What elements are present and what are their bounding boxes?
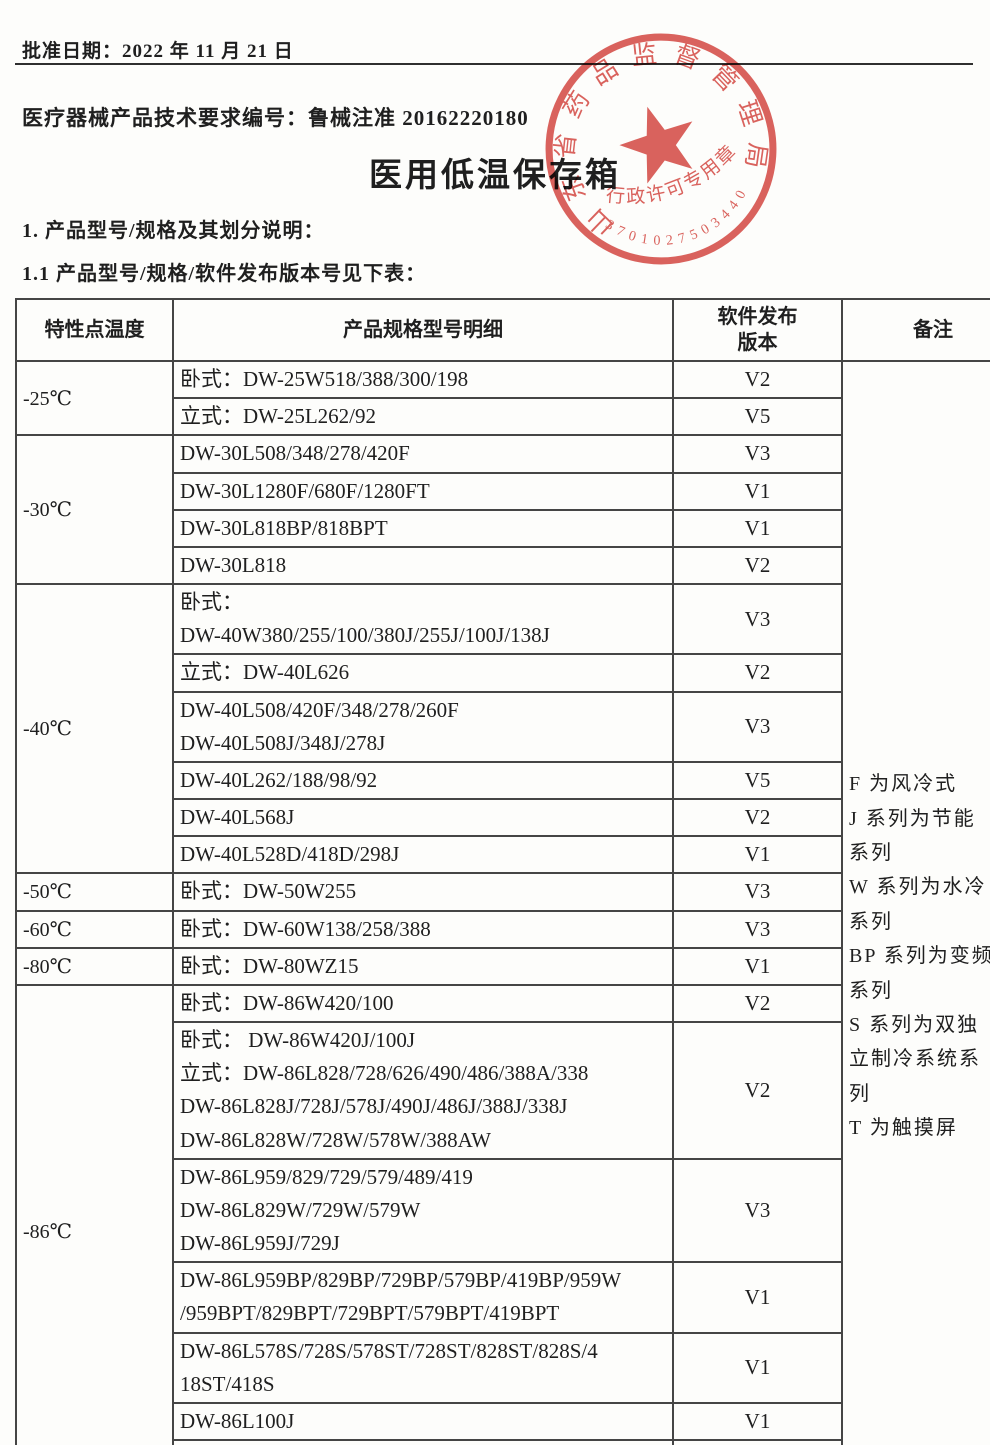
version-cell: V2 (672, 983, 843, 1024)
model-cell: DW-30L818BP/818BPT (172, 508, 674, 548)
version-cell: V2 (672, 798, 843, 838)
model-cell: DW-30L818 (172, 545, 674, 586)
model-cell: DW-86L578S/728S/578ST/728ST/828ST/828S/4… (172, 1331, 674, 1404)
table-row: DW-40L508/420F/348/278/260F DW-40L508J/3… (16, 690, 990, 763)
model-cell: 卧式：DW-25W518/388/300/198 (172, 359, 674, 400)
svg-text:山东省药品监督管理局: 山东省药品监督管理局 (540, 28, 782, 248)
table-row: -25℃ 卧式：DW-25W518/388/300/198 V2 F 为风冷式 … (15, 359, 990, 1445)
table-row: DW-86L578S/728S/578ST/728ST/828ST/828S/4… (16, 1331, 990, 1404)
version-cell: V2 (672, 1021, 843, 1160)
version-cell: V1 (672, 1401, 843, 1442)
version-cell: V3 (672, 583, 843, 656)
table-row: DW-30L818BP/818BPT V1 (16, 508, 990, 548)
table-row: 卧式： DW-86W420J/100J 立式：DW-86L828/728/626… (16, 1021, 990, 1160)
version-cell: V1 (672, 835, 843, 875)
version-cell: V1 (672, 471, 843, 511)
version-cell: V3 (672, 909, 843, 949)
table-row: DW-86L100J V1 (16, 1401, 990, 1442)
model-cell: 卧式： DW-86W420J/100J 立式：DW-86L828/728/626… (172, 1021, 674, 1160)
table-row: DW-40L528D/418D/298J V1 (16, 835, 990, 875)
version-cell: V1 (672, 1261, 843, 1334)
stamp-organization-text: 山东省药品监督管理局 (523, 11, 785, 248)
table-row: -40℃ 卧式： DW-40W380/255/100/380J/255J/100… (15, 583, 990, 875)
col-header-remark: 备注 (841, 298, 990, 362)
temp-cell: -50℃ (15, 872, 174, 912)
table-row: DW-86L959/829/729/579/489/419 DW-86L829W… (16, 1157, 990, 1264)
col-header-temp: 特性点温度 (15, 298, 174, 362)
model-cell: DW-86L100J (172, 1401, 674, 1442)
model-cell: 卧式：DW-50W255 (172, 872, 674, 912)
table-row: -80℃ 卧式：DW-80WZ15 V1 (15, 946, 990, 986)
model-cell: DW-86L51J (172, 1439, 674, 1445)
table-row: -60℃ 卧式：DW-60W138/258/388 V3 (15, 909, 990, 949)
version-cell: V3 (672, 690, 843, 763)
remark-cell: F 为风冷式 J 系列为节能 系列 W 系列为水冷 系列 BP 系列为变频 系列… (841, 360, 990, 1445)
version-cell: V2 (672, 545, 843, 586)
model-cell: DW-30L1280F/680F/1280FT (172, 471, 674, 511)
table-row: 立式：DW-25L262/92 V5 (16, 397, 990, 437)
table-row: -50℃ 卧式：DW-50W255 V3 (15, 872, 990, 912)
temp-cell: -60℃ (15, 909, 174, 949)
table-row: DW-30L1280F/680F/1280FT V1 (16, 471, 990, 511)
version-cell: V1 (672, 946, 843, 986)
table-row: -30℃ DW-30L508/348/278/420F V3 (15, 434, 990, 586)
model-cell: 卧式：DW-80WZ15 (172, 946, 674, 986)
version-cell: V1 (672, 508, 843, 548)
model-cell: 立式：DW-25L262/92 (172, 397, 674, 437)
temp-cell: -80℃ (15, 946, 174, 986)
version-cell: V3 (672, 1157, 843, 1264)
version-cell: V5 (672, 397, 843, 437)
model-cell: DW-40L262/188/98/92 (172, 760, 674, 801)
page-title: 医用低温保存箱 (369, 158, 621, 194)
temp-cell: -40℃ (15, 583, 174, 875)
table-row: DW-40L262/188/98/92 V5 (16, 760, 990, 801)
table-row: 立式：DW-40L626 V2 (16, 653, 990, 693)
section-1-heading: 1. 产品型号/规格及其划分说明： (22, 220, 325, 242)
version-cell: V1 (672, 1439, 843, 1445)
model-cell: 卧式： DW-40W380/255/100/380J/255J/100J/138… (172, 583, 674, 656)
header-divider (15, 63, 973, 65)
table-row: DW-30L818 V2 (16, 545, 990, 586)
model-cell: DW-86L959BP/829BP/729BP/579BP/419BP/959W… (172, 1261, 674, 1334)
version-cell: V2 (672, 653, 843, 693)
version-cell: V3 (672, 872, 843, 912)
table-row: -86℃ 卧式：DW-86W420/100 V2 (15, 983, 990, 1445)
version-cell: V1 (672, 1331, 843, 1404)
col-header-software-version: 软件发布 版本 (672, 298, 843, 362)
model-cell: 立式：DW-40L626 (172, 653, 674, 693)
version-cell: V3 (672, 434, 843, 474)
model-cell: 卧式：DW-86W420/100 (172, 983, 674, 1024)
model-cell: DW-40L528D/418D/298J (172, 835, 674, 875)
table-row: DW-40L568J V2 (16, 798, 990, 838)
model-cell: DW-86L959/829/729/579/489/419 DW-86L829W… (172, 1157, 674, 1264)
model-cell: DW-40L508/420F/348/278/260F DW-40L508J/3… (172, 690, 674, 763)
temp-cell: -86℃ (15, 983, 174, 1445)
col-header-model: 产品规格型号明细 (172, 298, 674, 362)
model-cell: DW-40L568J (172, 798, 674, 838)
section-1-1-heading: 1.1 产品型号/规格/软件发布版本号见下表： (22, 263, 427, 285)
table-row: DW-86L51J V1 (16, 1439, 990, 1445)
model-cell: DW-30L508/348/278/420F (172, 434, 674, 474)
temp-cell: -30℃ (15, 434, 174, 586)
doc-number: 医疗器械产品技术要求编号：鲁械注准 20162220180 (22, 106, 529, 130)
approval-date: 批准日期：2022 年 11 月 21 日 (22, 41, 294, 62)
table-row: DW-86L959BP/829BP/729BP/579BP/419BP/959W… (16, 1261, 990, 1334)
temp-cell: -25℃ (15, 359, 174, 437)
version-cell: V2 (672, 359, 843, 400)
model-cell: 卧式：DW-60W138/258/388 (172, 909, 674, 949)
version-cell: V5 (672, 760, 843, 801)
model-spec-table: 特性点温度 产品规格型号明细 软件发布 版本 备注 -25℃ 卧式：DW-25W… (15, 298, 990, 1445)
table-header-row: 特性点温度 产品规格型号明细 软件发布 版本 备注 (15, 298, 990, 362)
